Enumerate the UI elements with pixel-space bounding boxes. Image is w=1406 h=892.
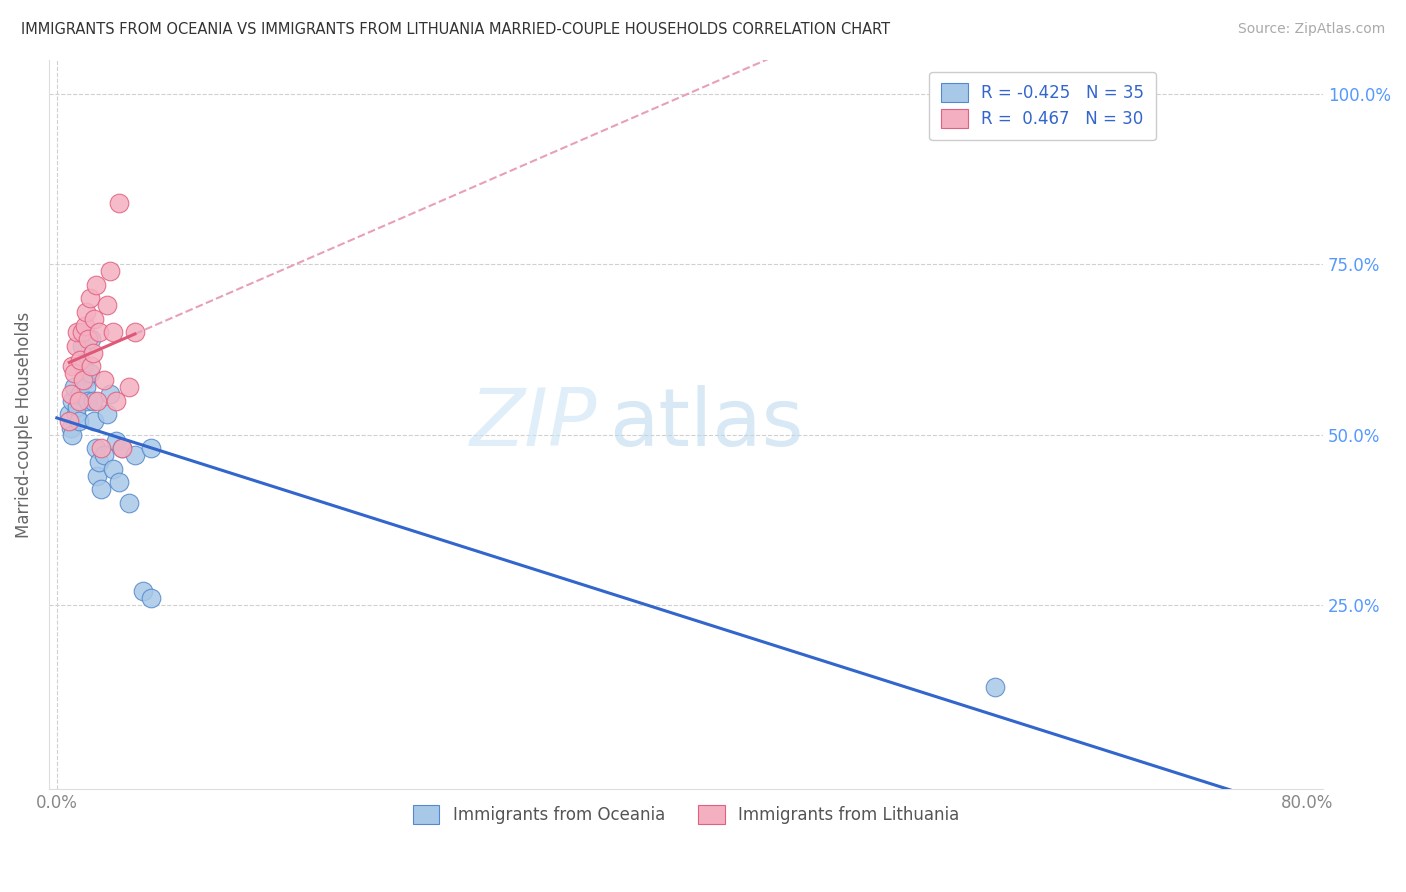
Legend: Immigrants from Oceania, Immigrants from Lithuania: Immigrants from Oceania, Immigrants from… [401,793,972,836]
Point [66,326,89,340]
Point [118,496,141,510]
Point [69,352,91,367]
Point [70,339,93,353]
Point [139,591,162,606]
Point [84,277,107,292]
Point [93,373,115,387]
Point [108,475,131,490]
Point [124,448,146,462]
Point [118,380,141,394]
Y-axis label: Married-couple Households: Married-couple Households [15,311,32,538]
Point [86,468,108,483]
Point [73,318,96,333]
Point [98,386,121,401]
Point [73,373,96,387]
Point [80,359,103,374]
Point [63,366,86,380]
Point [111,442,134,456]
Point [108,195,131,210]
Text: atlas: atlas [610,385,804,464]
Text: Source: ZipAtlas.com: Source: ZipAtlas.com [1237,22,1385,37]
Point [67,414,90,428]
Point [66,401,89,415]
Point [87,455,110,469]
Point [69,386,91,401]
Point [87,326,110,340]
Point [84,442,107,456]
Point [984,680,1007,694]
Point [124,326,146,340]
Point [62,359,84,374]
Point [72,359,94,374]
Point [82,393,104,408]
Point [93,448,115,462]
Point [98,264,121,278]
Point [72,373,94,387]
Point [96,298,118,312]
Point [62,393,84,408]
Point [65,407,87,421]
Point [63,380,86,394]
Point [79,291,101,305]
Point [65,339,87,353]
Text: ZIP: ZIP [470,385,598,464]
Point [67,393,90,408]
Point [86,393,108,408]
Point [105,393,128,408]
Point [111,442,134,456]
Point [59,421,82,435]
Point [77,332,100,346]
Point [105,434,128,449]
Point [77,393,100,408]
Point [76,305,98,319]
Point [80,332,103,346]
Point [90,442,112,456]
Point [90,482,112,496]
Text: IMMIGRANTS FROM OCEANIA VS IMMIGRANTS FROM LITHUANIA MARRIED-COUPLE HOUSEHOLDS C: IMMIGRANTS FROM OCEANIA VS IMMIGRANTS FR… [21,22,890,37]
Point [132,584,155,599]
Point [101,326,124,340]
Point [58,407,80,421]
Point [83,414,105,428]
Point [139,442,162,456]
Point [83,311,105,326]
Point [59,386,82,401]
Point [76,380,98,394]
Point [82,346,104,360]
Point [96,407,118,421]
Point [62,427,84,442]
Point [58,414,80,428]
Point [70,326,93,340]
Point [79,366,101,380]
Point [101,461,124,475]
